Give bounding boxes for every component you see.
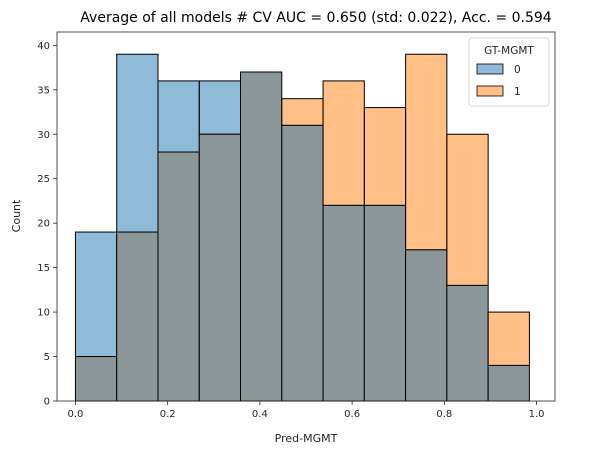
- bar-series-0-bin-1: [116, 53, 159, 233]
- y-tick-label-7: 35: [37, 85, 50, 96]
- bar-series-1-bin-10: [487, 311, 530, 366]
- bar-overlap-bin-4: [240, 71, 283, 402]
- x-axis-ticks: 0.0 0.2 0.4 0.6 0.8 1.0: [67, 401, 545, 420]
- bar-series-0-bin-0: [74, 231, 118, 358]
- y-tick-label-3: 15: [37, 263, 50, 274]
- legend-title: GT-MGMT: [484, 45, 534, 57]
- bar-overlap-bin-5: [281, 124, 324, 402]
- x-tick-label-2: 0.4: [252, 409, 268, 420]
- bar-overlap-bin-1: [116, 231, 159, 402]
- x-tick-label-0: 0.0: [67, 409, 83, 420]
- bar-overlap-bin-2: [157, 151, 200, 402]
- y-axis-ticks: 0 5 10 15 20 25 30 35 40: [37, 41, 57, 408]
- bar-series-1-bin-5: [281, 98, 324, 126]
- x-tick-label-5: 1.0: [529, 409, 545, 420]
- y-tick-label-0: 0: [44, 397, 50, 408]
- bar-overlap-bin-6: [322, 204, 365, 402]
- bar-series-1-bin-8: [405, 53, 448, 251]
- y-tick-label-2: 10: [37, 308, 50, 319]
- bar-series-0-bin-3: [198, 80, 242, 135]
- x-axis-label: Pred-MGMT: [275, 432, 338, 445]
- bar-overlap-bin-3: [198, 133, 242, 402]
- bar-series-1-bin-6: [322, 80, 365, 206]
- bar-overlap-bin-10: [487, 364, 530, 402]
- chart-title: Average of all models # CV AUC = 0.650 (…: [80, 10, 551, 26]
- bar-overlap-bin-8: [405, 249, 448, 402]
- x-tick-label-3: 0.6: [344, 409, 360, 420]
- bar-series-1-bin-9: [446, 133, 489, 286]
- y-axis-label: Count: [10, 199, 23, 232]
- y-tick-label-8: 40: [37, 41, 50, 52]
- bar-overlap-bin-0: [74, 356, 118, 402]
- legend: GT-MGMT 0 1: [468, 37, 550, 107]
- bar-overlap-bin-9: [446, 284, 489, 402]
- bar-series-0-bin-2: [157, 80, 200, 153]
- legend-label-0: 0: [514, 64, 521, 76]
- y-tick-label-6: 30: [37, 130, 50, 141]
- y-tick-label-4: 20: [37, 219, 50, 230]
- bar-overlap-bin-7: [363, 204, 407, 402]
- bar-series-1-bin-7: [363, 107, 407, 206]
- y-tick-label-1: 5: [44, 352, 50, 363]
- x-tick-label-4: 0.8: [436, 409, 452, 420]
- legend-label-1: 1: [514, 86, 521, 98]
- bars-group: [74, 53, 530, 402]
- x-tick-label-1: 0.2: [160, 409, 176, 420]
- y-tick-label-5: 25: [37, 174, 50, 185]
- axes-frame: [56, 31, 556, 402]
- legend-swatch-0: [476, 63, 504, 75]
- legend-swatch-1: [476, 85, 504, 97]
